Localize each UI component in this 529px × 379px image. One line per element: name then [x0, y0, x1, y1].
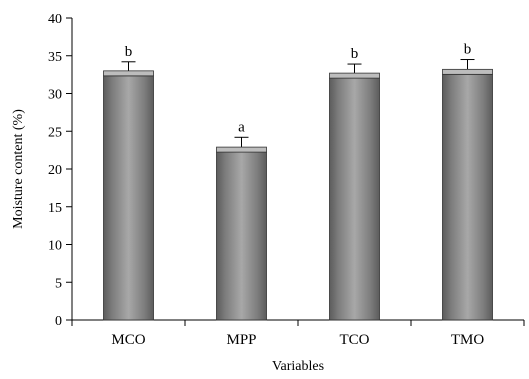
y-axis: 0 5 10 15 20 25 30 35 40 — [48, 12, 73, 329]
y-axis-title: Moisture content (%) — [11, 109, 26, 229]
bar-top — [442, 68, 493, 75]
bar-top — [216, 146, 267, 153]
bar — [103, 75, 154, 321]
bar — [329, 77, 380, 321]
y-tick-label: 10 — [48, 239, 62, 254]
significance-label: a — [238, 119, 245, 135]
y-tick-label: 20 — [48, 163, 62, 178]
y-tick-label: 0 — [55, 314, 62, 329]
significance-label: b — [464, 42, 472, 58]
category-label: MPP — [226, 332, 256, 348]
y-tick-label: 5 — [55, 276, 62, 291]
bar-group-tmo: b TMO — [442, 42, 493, 348]
bar-top — [103, 70, 154, 77]
category-label: TMO — [451, 332, 485, 348]
bar — [216, 151, 267, 321]
y-tick-label: 25 — [48, 125, 62, 140]
bar-group-mco: b MCO — [103, 44, 154, 348]
significance-label: b — [125, 44, 133, 60]
x-axis-title: Variables — [272, 359, 324, 374]
bars: b MCO a MPP b TCO b TMO — [103, 42, 493, 348]
significance-label: b — [351, 46, 359, 62]
y-tick-label: 35 — [48, 50, 62, 65]
y-tick-label: 30 — [48, 88, 62, 103]
bar-group-mpp: a MPP — [216, 119, 267, 348]
bar-group-tco: b TCO — [329, 46, 380, 348]
category-label: MCO — [111, 332, 145, 348]
bar — [442, 73, 493, 321]
bar-top — [329, 72, 380, 79]
y-tick-label: 40 — [48, 12, 62, 27]
y-tick-label: 15 — [48, 201, 62, 216]
category-label: TCO — [340, 332, 370, 348]
x-axis — [71, 319, 525, 326]
